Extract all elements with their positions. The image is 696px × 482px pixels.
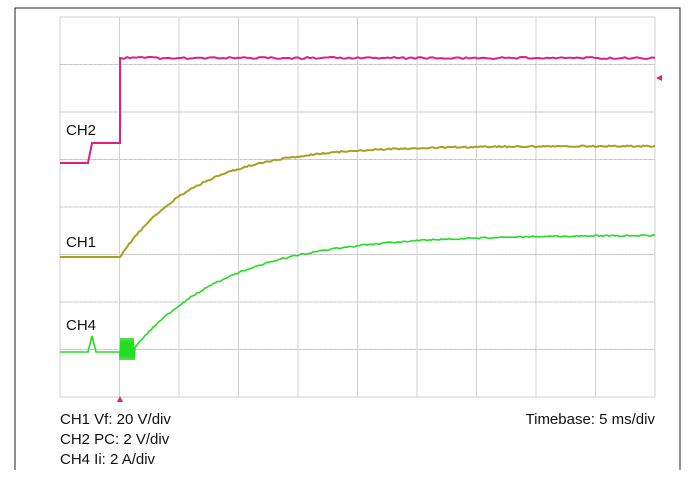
timebase-note: Timebase: 5 ms/div: [526, 411, 656, 428]
trigger-level-marker: [656, 75, 662, 81]
frame: [15, 8, 680, 470]
channel-label: CH4: [66, 317, 96, 334]
scale-note: CH2 PC: 2 V/div: [60, 431, 170, 448]
channel-label: CH1: [66, 234, 96, 251]
channel-label: CH2: [66, 122, 96, 139]
graticule: [60, 17, 655, 397]
scale-note: CH4 Ii: 2 A/div: [60, 451, 156, 468]
scale-note: CH1 Vf: 20 V/div: [60, 411, 171, 428]
